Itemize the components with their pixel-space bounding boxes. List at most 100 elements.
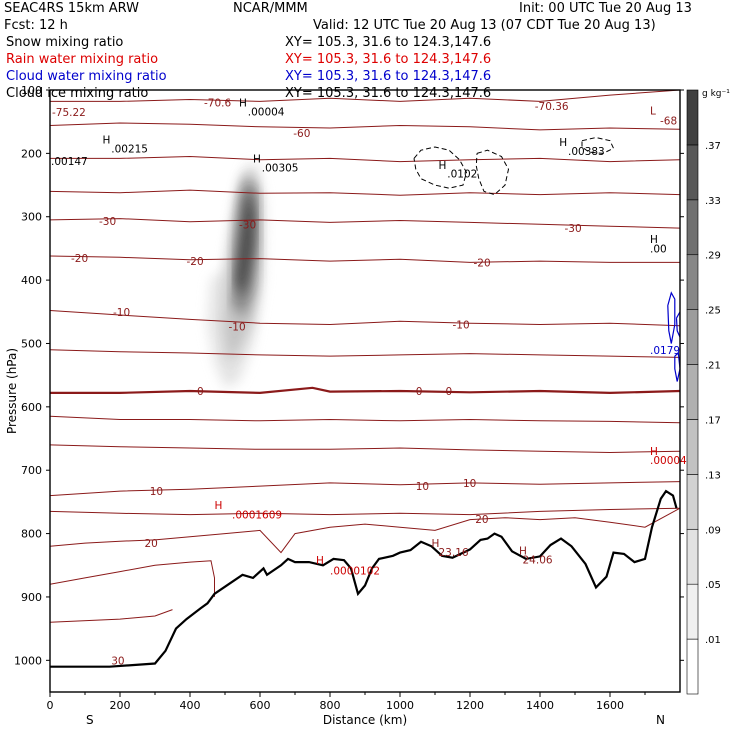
temperature-label-18: 10	[416, 481, 429, 493]
extremum-label-11: H	[650, 234, 658, 246]
forecast-hour-label: Fcst: 12 h	[4, 18, 68, 33]
colorbar-label-6: .25	[705, 306, 721, 317]
extremum-label-10: .00383	[568, 146, 605, 158]
x-end-label-left: S	[86, 713, 94, 727]
colorbar-box-8	[686, 199, 699, 256]
extremum-label-15: .000048	[650, 455, 693, 467]
temperature-label-14: 0	[197, 386, 204, 398]
field-name-1: Rain water mixing ratio	[6, 52, 159, 67]
cloud-ice-contour-1	[475, 149, 510, 196]
x-tick-label-5: 1000	[386, 699, 414, 712]
temperature-label-5: -30	[99, 216, 116, 228]
plot-area	[50, 90, 680, 668]
colorbar-label-1: .05	[705, 580, 721, 591]
temperature-contour-14	[50, 560, 215, 597]
extremum-label-18: H	[316, 555, 324, 567]
temperature-contour-10	[50, 444, 680, 454]
temperature-contour-7	[50, 349, 680, 358]
temperature-label-0: -70.6	[204, 98, 231, 110]
extremum-label-5: H	[253, 153, 261, 165]
temperature-contour-3	[50, 189, 680, 196]
temperature-label-17: 10	[150, 486, 163, 498]
extremum-label-24: .0179	[650, 345, 680, 357]
x-tick-label-2: 400	[180, 699, 201, 712]
temperature-contour-0	[50, 90, 680, 102]
temperature-label-1: -70.36	[535, 101, 569, 113]
field-xy-2: XY= 105.3, 31.6 to 124.3,147.6	[285, 69, 492, 84]
y-axis-title: Pressure (hPa)	[5, 348, 19, 434]
extremum-label-21: 23.16	[439, 547, 469, 559]
colorbar-unit: g kg⁻¹	[702, 89, 730, 99]
x-tick-label-0: 0	[47, 699, 54, 712]
extremum-label-14: H	[650, 446, 658, 458]
terrain-line	[50, 489, 678, 668]
y-tick-label-8: 900	[21, 591, 42, 604]
cloud-water-contour-2	[674, 351, 680, 382]
extremum-label-9: H	[559, 137, 567, 149]
extremum-label-12: .00	[650, 243, 667, 255]
field-xy-1: XY= 105.3, 31.6 to 124.3,147.6	[285, 52, 492, 67]
temperature-label-11: -10	[113, 307, 130, 319]
temperature-contour-8	[50, 386, 680, 395]
temperature-label-15: 0	[416, 386, 423, 398]
extremum-label-22: H	[519, 546, 527, 558]
colorbar-label-0: .01	[705, 635, 721, 646]
temperature-label-2: -75.22	[52, 107, 86, 119]
colorbar-box-3	[686, 474, 699, 530]
y-tick-label-3: 400	[21, 274, 42, 287]
x-tick-label-8: 1600	[596, 699, 624, 712]
extremum-label-8: .0102	[447, 169, 477, 181]
colorbar-label-9: .37	[705, 141, 721, 152]
y-tick-label-9: 1000	[14, 654, 42, 667]
extremum-label-23: 24.06	[523, 555, 553, 567]
temperature-label-6: -30	[239, 219, 256, 231]
field-xy-0: XY= 105.3, 31.6 to 124.3,147.6	[285, 35, 492, 50]
colorbar-label-2: .09	[705, 525, 721, 536]
temperature-contour-5	[50, 255, 680, 263]
temperature-label-7: -30	[565, 223, 582, 235]
extremum-label-4: .00147	[51, 156, 88, 168]
center-label: NCAR/MMM	[233, 1, 308, 16]
y-tick-label-1: 200	[21, 147, 42, 160]
temperature-label-8: -20	[71, 253, 88, 265]
temperature-contour-9	[50, 415, 680, 424]
temperature-label-19: 10	[463, 478, 476, 490]
x-end-label-right: N	[656, 713, 665, 727]
temperature-label-20: 20	[145, 538, 158, 550]
x-tick-label-3: 600	[250, 699, 271, 712]
extremum-label-19: .0000102	[330, 565, 380, 577]
x-axis-title: Distance (km)	[323, 713, 407, 727]
extremum-label-20: H	[432, 538, 440, 550]
colorbar-label-8: .33	[705, 196, 721, 207]
x-tick-label-7: 1400	[526, 699, 554, 712]
temperature-contour-12	[50, 507, 680, 516]
y-tick-label-5: 600	[21, 401, 42, 414]
temperature-contour-6	[50, 310, 680, 327]
colorbar-box-1	[686, 583, 699, 640]
cloud-ice-contour-2	[581, 136, 615, 154]
temperature-contour-11	[50, 481, 680, 497]
temperature-label-13: -10	[453, 319, 470, 331]
colorbar-label-7: .29	[705, 251, 721, 262]
colorbar-box-6	[686, 309, 699, 365]
extremum-label-13: L	[650, 105, 656, 117]
extremum-label-3: .00215	[111, 143, 148, 155]
temperature-contour-15	[50, 609, 173, 623]
temperature-label-10: -20	[474, 257, 491, 269]
temperature-label-22: 30	[111, 655, 124, 667]
temperature-label-21: 20	[475, 514, 488, 526]
field-name-0: Snow mixing ratio	[6, 35, 124, 50]
extremum-label-17: .0001609	[232, 510, 282, 522]
extremum-label-7: H	[439, 160, 447, 172]
temperature-label-9: -20	[187, 256, 204, 268]
colorbar-box-0	[686, 638, 699, 695]
temperature-label-3: -60	[293, 128, 310, 140]
snow-shade-3	[235, 185, 255, 300]
temperature-label-16: 0	[446, 386, 453, 398]
colorbar-box-9	[686, 144, 699, 201]
field-name-2: Cloud water mixing ratio	[6, 69, 167, 84]
colorbar-box-10	[686, 89, 699, 146]
extremum-label-1: .00004	[248, 107, 285, 119]
extremum-label-16: H	[215, 500, 223, 512]
